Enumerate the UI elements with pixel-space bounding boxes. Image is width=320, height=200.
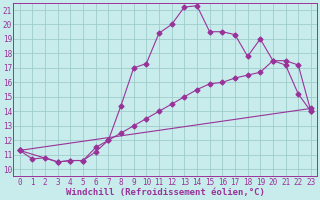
X-axis label: Windchill (Refroidissement éolien,°C): Windchill (Refroidissement éolien,°C) (66, 188, 265, 197)
